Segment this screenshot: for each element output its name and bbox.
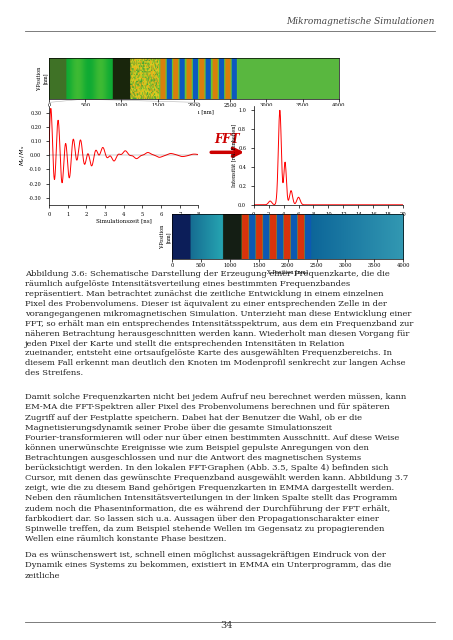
Text: vorangegangenen mikromagnetischen Simulation. Unterzieht man diese Entwicklung e: vorangegangenen mikromagnetischen Simula… [25,310,411,317]
Text: zueinander, entsteht eine ortsaufgelöste Karte des ausgewählten Frequenzbereichs: zueinander, entsteht eine ortsaufgelöste… [25,349,392,357]
Y-axis label: Y-Position
[nm]: Y-Position [nm] [37,67,48,90]
Text: Mikromagnetische Simulationen: Mikromagnetische Simulationen [286,17,435,26]
Text: Damit solche Frequenzkarten nicht bei jedem Aufruf neu berechnet werden müssen, : Damit solche Frequenzkarten nicht bei je… [25,393,406,401]
Text: FFT, so erhält man ein entsprechendes Intensitätsspektrum, aus dem ein Frequenzb: FFT, so erhält man ein entsprechendes In… [25,319,413,328]
Text: Wellen eine räumlich konstante Phase besitzen.: Wellen eine räumlich konstante Phase bes… [25,535,226,543]
Text: räumlich aufgelöste Intensitätsverteilung eines bestimmten Frequenzbandes: räumlich aufgelöste Intensitätsverteilun… [25,280,350,288]
Text: EM-MA die FFT-Spektren aller Pixel des Probenvolumens berechnen und für späteren: EM-MA die FFT-Spektren aller Pixel des P… [25,403,390,412]
Text: näheren Betrachtung herausgeschnitten werden kann. Wiederholt man diesen Vorgang: näheren Betrachtung herausgeschnitten we… [25,330,410,337]
Text: Cursor, mit denen das gewünschte Frequenzband ausgewählt werden kann. Abbildung : Cursor, mit denen das gewünschte Frequen… [25,474,408,482]
Text: Dynamik eines Systems zu bekommen, existiert in EMMA ein Unterprogramm, das die: Dynamik eines Systems zu bekommen, exist… [25,561,391,570]
Text: Fourier-transformieren will oder nur über einen bestimmten Ausschnitt. Auf diese: Fourier-transformieren will oder nur übe… [25,434,399,442]
Text: FFT: FFT [215,133,240,146]
Text: Zugriff auf der Festplatte speichern. Dabei hat der Benutzer die Wahl, ob er die: Zugriff auf der Festplatte speichern. Da… [25,413,362,422]
Text: Neben den räumlichen Intensitätsverteilungen in der linken Spalte stellt das Pro: Neben den räumlichen Intensitätsverteilu… [25,494,397,502]
Text: 34: 34 [220,621,233,630]
Text: jeden Pixel der Karte und stellt die entsprechenden Intensitäten in Relation: jeden Pixel der Karte und stellt die ent… [25,339,345,348]
Y-axis label: Y-Position
[nm]: Y-Position [nm] [160,225,171,249]
Text: Abbildung 3.6: Schematische Darstellung der Erzeugung einer Frequenzkarte, die d: Abbildung 3.6: Schematische Darstellung … [25,270,390,278]
Text: des Streifens.: des Streifens. [25,369,83,377]
Text: können unerwünschte Ereignisse wie zum Beispiel gepulste Anregungen von den: können unerwünschte Ereignisse wie zum B… [25,444,369,452]
Text: zeigt, wie die zu diesem Band gehörigen Frequenzkarten in EMMA dargestellt werde: zeigt, wie die zu diesem Band gehörigen … [25,484,394,492]
Text: Spinwelle treffen, da zum Beispiel stehende Wellen im Gegensatz zu propagierende: Spinwelle treffen, da zum Beispiel stehe… [25,525,384,532]
X-axis label: X-Position [nm]: X-Position [nm] [173,109,214,115]
X-axis label: Frequenz [GHz]: Frequenz [GHz] [306,219,351,224]
X-axis label: Simulationszeit [ns]: Simulationszeit [ns] [96,219,152,224]
Text: Da es wünschenswert ist, schnell einen möglichst aussagekräftigen Eindruck von d: Da es wünschenswert ist, schnell einen m… [25,551,386,559]
Text: berücksichtigt werden. In den lokalen FFT-Graphen (Abb. 3.5, Spalte 4) befinden : berücksichtigt werden. In den lokalen FF… [25,464,388,472]
Text: repräsentiert. Man betrachtet zunächst die zeitliche Entwicklung in einem einzel: repräsentiert. Man betrachtet zunächst d… [25,290,383,298]
X-axis label: X-Position [nm]: X-Position [nm] [267,269,308,275]
Y-axis label: $M_z\,/\,M_s$: $M_z\,/\,M_s$ [18,145,27,166]
Text: diesem Fall erkennt man deutlich den Knoten im Modenprofil senkrecht zur langen : diesem Fall erkennt man deutlich den Kno… [25,359,405,367]
Y-axis label: Intensität [rel. Einheiten]: Intensität [rel. Einheiten] [231,124,236,187]
Text: zudem noch die Phaseninformation, die es während der Durchführung der FFT erhält: zudem noch die Phaseninformation, die es… [25,504,390,513]
Text: zeitliche: zeitliche [25,572,60,580]
Text: Pixel des Probenvolumens. Dieser ist äquivalent zu einer entsprechenden Zelle in: Pixel des Probenvolumens. Dieser ist äqu… [25,300,387,308]
Text: Betrachtungen ausgeschlossen und nur die Antwort des magnetischen Systems: Betrachtungen ausgeschlossen und nur die… [25,454,361,462]
Text: farbkodiert dar. So lassen sich u.a. Aussagen über den Propagationscharakter ein: farbkodiert dar. So lassen sich u.a. Aus… [25,515,379,523]
Text: Magnetisierungsdynamik seiner Probe über die gesamte Simulationszeit: Magnetisierungsdynamik seiner Probe über… [25,424,332,431]
